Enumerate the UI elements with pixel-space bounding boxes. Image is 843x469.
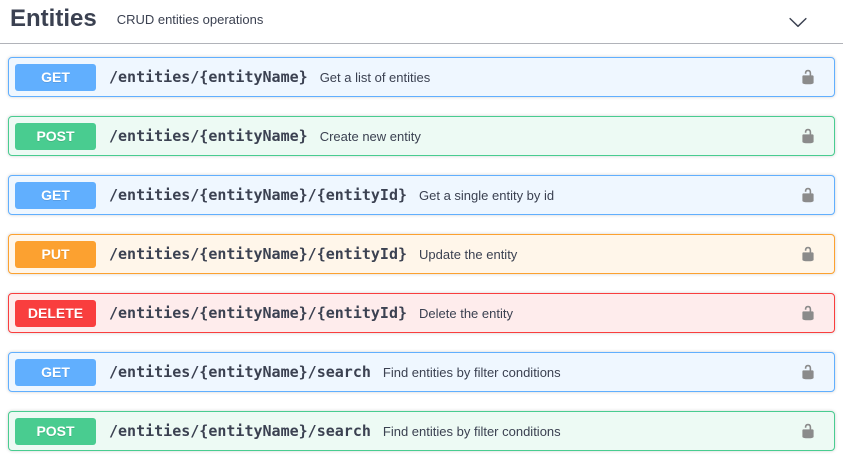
auth-lock-button[interactable] (800, 363, 816, 381)
operation-row-put-3[interactable]: PUT /entities/{entityName}/{entityId} Up… (8, 234, 835, 274)
endpoint-path[interactable]: /entities/{entityName}/{entityId} (109, 245, 408, 263)
endpoint-path[interactable]: /entities/{entityName}/search (109, 422, 371, 440)
endpoint-path[interactable]: /entities/{entityName}/{entityId} (109, 304, 408, 322)
endpoint-description: Update the entity (419, 246, 518, 262)
endpoint-description: Create new entity (319, 128, 421, 144)
unlocked-padlock-icon (800, 363, 816, 381)
unlocked-padlock-icon (800, 186, 816, 204)
auth-lock-button[interactable] (800, 186, 816, 204)
unlocked-padlock-icon (800, 68, 816, 86)
operation-row-get-2[interactable]: GET /entities/{entityName}/{entityId} Ge… (8, 175, 835, 215)
unlocked-padlock-icon (800, 127, 816, 145)
http-method-badge: DELETE (15, 299, 96, 327)
auth-lock-button[interactable] (800, 68, 816, 86)
auth-lock-button[interactable] (800, 304, 816, 322)
operation-row-post-6[interactable]: POST /entities/{entityName}/search Find … (8, 411, 835, 451)
operation-row-get-0[interactable]: GET /entities/{entityName} Get a list of… (8, 57, 835, 97)
endpoint-description: Get a list of entities (319, 69, 431, 85)
operation-row-get-5[interactable]: GET /entities/{entityName}/search Find e… (8, 352, 835, 392)
endpoint-description: Delete the entity (419, 305, 513, 321)
http-method-badge: GET (15, 358, 96, 386)
http-method-badge: GET (15, 63, 96, 91)
auth-lock-button[interactable] (800, 127, 816, 145)
operation-row-post-1[interactable]: POST /entities/{entityName} Create new e… (8, 116, 835, 156)
http-method-badge: POST (15, 417, 96, 445)
endpoint-description: Find entities by filter conditions (382, 423, 561, 439)
section-header-entities[interactable]: Entities CRUD entities operations (0, 0, 843, 44)
collapse-section-button[interactable] (788, 12, 808, 32)
http-method-badge: GET (15, 181, 96, 209)
operation-row-delete-4[interactable]: DELETE /entities/{entityName}/{entityId}… (8, 293, 835, 333)
chevron-down-icon (788, 12, 808, 32)
section-subtitle: CRUD entities operations (116, 12, 264, 27)
http-method-badge: PUT (15, 240, 96, 268)
auth-lock-button[interactable] (800, 422, 816, 440)
auth-lock-button[interactable] (800, 245, 816, 263)
endpoint-description: Find entities by filter conditions (382, 364, 561, 380)
section-title: Entities (10, 4, 97, 32)
endpoint-description: Get a single entity by id (419, 187, 555, 203)
endpoint-path[interactable]: /entities/{entityName}/{entityId} (109, 186, 408, 204)
unlocked-padlock-icon (800, 304, 816, 322)
endpoint-path[interactable]: /entities/{entityName} (109, 127, 308, 145)
unlocked-padlock-icon (800, 422, 816, 440)
unlocked-padlock-icon (800, 245, 816, 263)
endpoint-path[interactable]: /entities/{entityName}/search (109, 363, 371, 381)
endpoint-path[interactable]: /entities/{entityName} (109, 68, 308, 86)
operations-list: GET /entities/{entityName} Get a list of… (0, 44, 843, 451)
http-method-badge: POST (15, 122, 96, 150)
